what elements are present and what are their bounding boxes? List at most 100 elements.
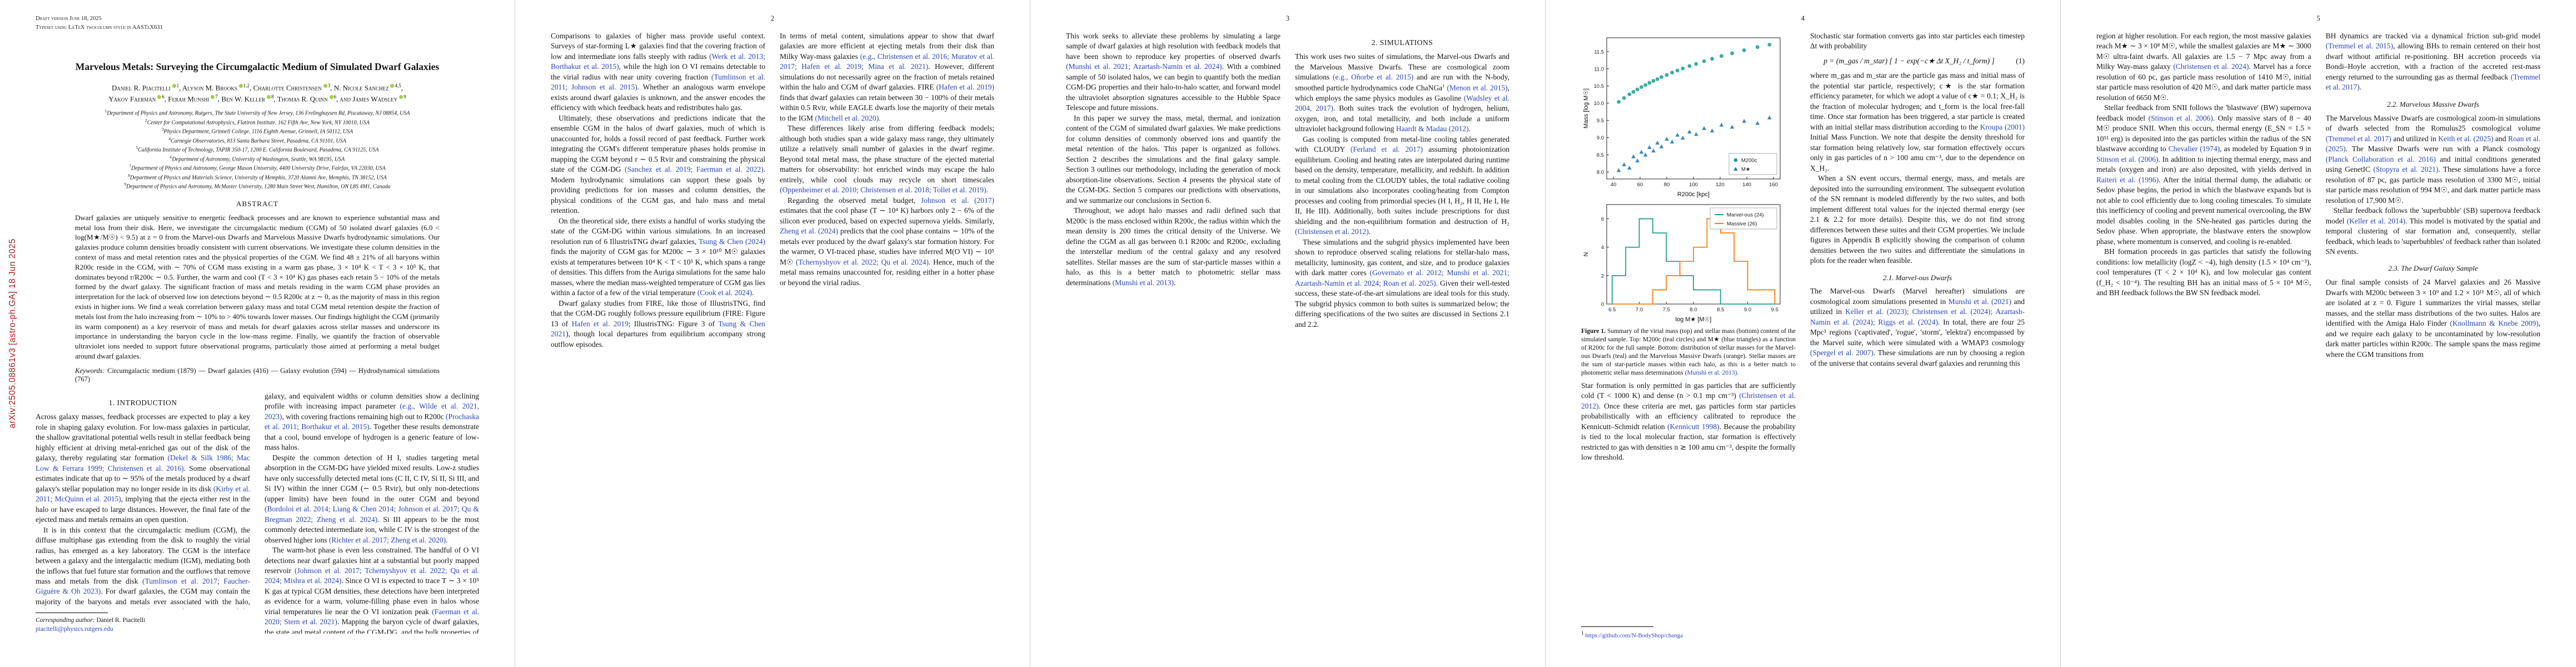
citation-link[interactable]: (Keller et al. 2014) [2346,216,2406,225]
page-1: arXiv:2505.08861v3 [astro-ph.GA] 18 Jun … [0,0,515,667]
affiliation-line: 8Department of Physics and Materials Sci… [128,172,387,181]
svg-text:7.0: 7.0 [1636,307,1643,313]
citation-link[interactable]: Johnson et al. (2017) [920,196,994,205]
paragraph: The warm-hot phase is even less constrai… [265,546,479,634]
svg-text:4: 4 [1601,245,1604,251]
citation-link[interactable]: (Dekel & Silk 1986; Mac Low & Ferrara 19… [36,454,250,472]
citation-link[interactable]: (Tumlinson et al. 2011; Johnson et al. 2… [551,72,765,92]
paragraph: BH formation proceeds in gas particles t… [2096,247,2311,297]
citation-link[interactable]: Roan et al. (2025) [2325,134,2541,153]
citation-link[interactable]: Stinson et al. (2006) [2096,155,2159,163]
citation-link[interactable]: (Tremmel et al. 2017) [2325,72,2541,92]
svg-text:Massive (26): Massive (26) [1727,221,1757,227]
svg-text:9.5: 9.5 [1771,307,1778,313]
citation-link[interactable]: Tsung & Chen (2024) [699,237,765,246]
citation-link[interactable]: Haardt & Madau (2012) [1396,125,1469,133]
paragraph: These differences likely arise from diff… [780,124,994,195]
citation-link[interactable]: (Governato et al. 2012; Munshi et al. 20… [1295,268,1509,287]
citation-link[interactable]: (Kirby et al. 2011; McQuinn et al. 2015) [36,484,250,504]
draft-version-line: Draft version June 18, 2025 [36,16,102,22]
citation-link[interactable]: (Christensen et al. 2012) [1581,391,1796,410]
svg-text:11.5: 11.5 [1594,49,1604,55]
citation-link[interactable]: Hafen et al. 2019 [571,319,629,328]
citation-link[interactable]: (Munshi et al. 2013) [1685,369,1737,376]
orcid-icon[interactable] [266,95,271,99]
citation-link[interactable]: (Ferland et al. 2017) [1350,145,1423,154]
orcid-icon[interactable] [399,95,403,99]
citation-link[interactable]: (e.g., Wilde et al. 2021, 2023) [265,402,479,421]
citation-link[interactable]: (Munshi et al. 2021; Azartash-Namin et a… [1066,62,1222,71]
paragraph: region at higher resolution. For each re… [2096,32,2311,102]
citation-link[interactable]: Raiteri et al. (1996) [2096,175,2159,184]
orcid-icon[interactable] [238,83,243,88]
citation-link[interactable]: (Knollmann & Knebe 2009) [2450,319,2539,328]
citation-link[interactable]: (Prochaska et al. 2011; Borthakur et al.… [265,412,479,431]
citation-link[interactable]: Tsung & Chen 2021 [551,319,765,339]
footnote-link[interactable]: https://github.com/N-BodyShop/changa [1585,632,1683,639]
citation-link[interactable]: Zheng et al. (2024) [780,227,838,236]
citation-link[interactable]: Munshi et al. (2021) [1948,297,2012,306]
citation-link[interactable]: (Munshi et al. 2013) [1112,278,1174,287]
citation-link[interactable]: Keith et al. (2025) [2438,134,2494,143]
citation-link[interactable]: (Tremmel et al. 2015) [2325,42,2393,51]
page-number: 5 [2316,14,2320,22]
citation-link[interactable]: Kroupa (2001) [1980,122,2025,131]
paragraph: Throughout, we adopt halo masses and rad… [1066,206,1280,287]
citation-link[interactable]: (Tchernyshyov et al. 2022; Qu et al. 202… [795,257,929,266]
citation-link[interactable]: (Tumlinson et al. 2017; Faucher-Giguère … [36,576,250,596]
citation-link[interactable]: (Faerman et al. 2020; Stern et al. 2021) [265,607,479,626]
citation-link[interactable]: (Stinson et al. 2006) [2148,113,2213,122]
author-affiliation-sup: 6 [333,93,337,99]
svg-text:6: 6 [1601,216,1604,222]
citation-link[interactable]: (Johnson et al. 2017; Tchernyshyov et al… [265,566,479,585]
text-column-left: This work seeks to alleviate these probl… [1066,31,1280,640]
citation-link[interactable]: (Christensen et al. 2024) [2173,62,2249,71]
author-name: Ferah Munshi [168,94,210,103]
author-name: James Wadsley [352,94,398,103]
svg-text:160: 160 [1769,182,1778,188]
author-affiliation-sup: 9 [403,93,406,99]
affiliation-line: 2Center for Computational Astrophysics, … [145,117,370,126]
section-heading-simulations: 2. SIMULATIONS [1371,38,1433,47]
author-name: Ben W. Keller [221,94,265,103]
citation-link[interactable]: (Mitchell et al. 2020) [815,113,879,122]
citation-link[interactable]: (Stopyra et al. 2021) [2373,165,2439,174]
abstract-heading: ABSTRACT [236,199,278,208]
subsection-heading-marvel-dwarfs: 2.1. Marvel-ous Dwarfs [1882,273,1952,282]
orcid-icon[interactable] [172,83,176,88]
citation-link[interactable]: Chevalier (1974) [2168,145,2220,153]
orcid-icon[interactable] [390,83,395,88]
email-link[interactable]: piacitelli@physics.rutgers.edu [36,625,113,633]
arxiv-stamp[interactable]: arXiv:2505.08861v3 [astro-ph.GA] 18 Jun … [8,238,17,429]
citation-link[interactable]: Keller et al. (2023); Christensen et al.… [1810,307,2025,326]
svg-text:Mass [log M☉]: Mass [log M☉] [1583,88,1590,128]
author-affiliation-sup: 1 [176,82,180,88]
citation-link[interactable]: (e.g., Christensen et al. 2016; Muratov … [780,52,994,71]
citation-link[interactable]: (Christensen et al. 2012) [1295,227,1369,236]
citation-link[interactable]: (Richter et al. 2017; Zheng et al. 2020) [328,535,446,544]
citation-link[interactable]: (Spergel et al. 2007) [1810,349,1874,357]
citation-link[interactable]: (Planck Collaboration et al. 2016) [2325,155,2436,163]
citation-link[interactable]: (Tremmel et al. 2017) [2325,134,2391,143]
citation-link[interactable]: (Wadsley et al. 2004, 2017) [1295,93,1509,113]
svg-text:9.5: 9.5 [1597,118,1604,124]
orcid-icon[interactable] [329,95,333,99]
citation-link[interactable]: (Sanchez et al. 2019; Faerman et al. 202… [624,165,764,174]
orcid-icon[interactable] [157,95,162,99]
page-number: 4 [1801,14,1805,22]
svg-text:log M★ [M☉]: log M★ [M☉] [1676,316,1712,323]
equation-1-number: (1) [2016,56,2025,65]
affiliation-line: 1Department of Physics and Astronomy, Ru… [104,108,410,117]
citation-link[interactable]: (Menon et al. 2015) [1447,83,1508,92]
citation-link[interactable]: (Hafen et al. 2019) [936,83,994,92]
citation-link[interactable]: (Kennicutt 1998) [1667,422,1720,431]
citation-link[interactable]: (Oppenheimer et al. 2010; Christensen et… [780,186,986,195]
citation-link[interactable]: (Cook et al. 2024) [697,288,753,297]
svg-text:8.0: 8.0 [1597,170,1604,176]
orcid-icon[interactable] [211,95,215,99]
citation-link[interactable]: (Werk et al. 2013; Borthakur et al. 2015… [551,52,765,71]
citation-link[interactable]: (Bordoloi et al. 2014; Liang & Chen 2014… [265,505,479,524]
citation-link[interactable]: (e.g., Oñorbe et al. 2015) [1333,73,1414,82]
orcid-icon[interactable] [323,83,327,88]
paragraph: Across galaxy masses, feedback processes… [36,412,250,524]
